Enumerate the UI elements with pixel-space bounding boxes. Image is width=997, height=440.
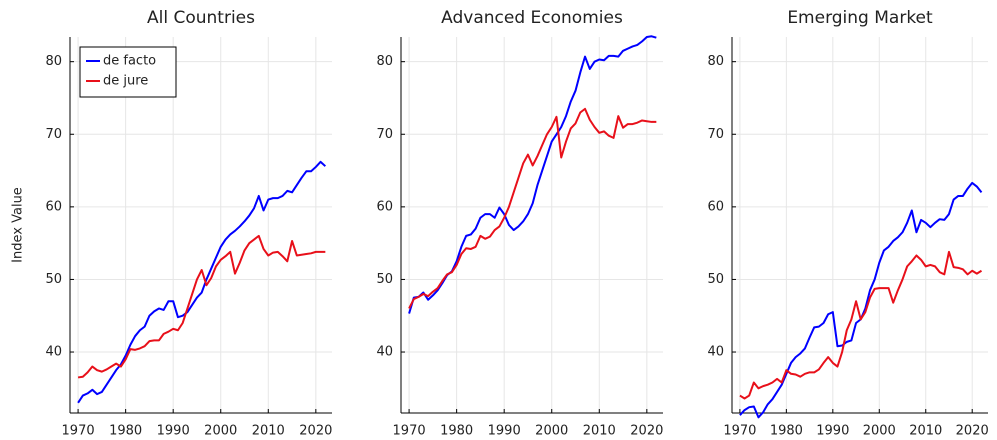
x-tick-label: 2000	[204, 424, 237, 439]
legend-label: de facto	[103, 54, 156, 69]
y-tick-label: 80	[707, 54, 724, 69]
y-tick-label: 40	[376, 345, 393, 360]
y-tick-label: 40	[45, 345, 62, 360]
y-tick-label: 40	[707, 345, 724, 360]
panel: Advanced Economies 40 50 60 70 80 1970 1980 1990…	[376, 8, 663, 439]
x-tick-label: 1970	[62, 424, 95, 439]
panel-title: Emerging Market	[787, 8, 933, 28]
y-tick-label: 80	[45, 54, 62, 69]
y-tick-label: 70	[45, 127, 62, 142]
series-line	[739, 181, 983, 419]
series-line	[408, 107, 657, 309]
y-axis-label: Index Value	[11, 187, 26, 263]
x-tick-label: 1970	[393, 424, 426, 439]
y-tick-label: 60	[707, 199, 724, 214]
y-tick-label: 50	[376, 272, 393, 287]
series-line	[408, 35, 657, 314]
y-tick-label: 60	[45, 199, 62, 214]
x-tick-label: 2010	[252, 424, 285, 439]
y-tick-label: 50	[45, 272, 62, 287]
x-tick-label: 2000	[863, 424, 896, 439]
series-line	[77, 160, 327, 404]
x-tick-label: 1970	[723, 424, 756, 439]
panel: Emerging Market 40 50 60 70 80 1970 1980 1990 200…	[707, 8, 988, 439]
x-tick-label: 1980	[440, 424, 473, 439]
series-line	[739, 250, 983, 400]
panel: All Countries Index Value 40 50 60 70 80 1970 19…	[11, 8, 333, 439]
x-tick-label: 2010	[909, 424, 942, 439]
x-tick-label: 1980	[109, 424, 142, 439]
legend-box	[79, 46, 177, 98]
y-tick-label: 70	[376, 127, 393, 142]
y-tick-label: 60	[376, 199, 393, 214]
x-tick-label: 1990	[157, 424, 190, 439]
panel-title: All Countries	[147, 8, 255, 28]
y-tick-label: 50	[707, 272, 724, 287]
y-tick-label: 70	[707, 127, 724, 142]
x-tick-label: 2010	[583, 424, 616, 439]
y-tick-label: 80	[376, 54, 393, 69]
legend: de facto de jure	[79, 46, 177, 98]
x-tick-label: 1990	[488, 424, 521, 439]
panel-title: Advanced Economies	[441, 8, 623, 28]
legend-label: de jure	[103, 74, 148, 89]
x-tick-label: 2000	[535, 424, 568, 439]
x-tick-label: 2020	[299, 424, 332, 439]
x-tick-label: 2020	[956, 424, 989, 439]
series-line	[77, 234, 326, 379]
x-tick-label: 1980	[770, 424, 803, 439]
x-tick-label: 1990	[816, 424, 849, 439]
x-tick-label: 2020	[630, 424, 663, 439]
